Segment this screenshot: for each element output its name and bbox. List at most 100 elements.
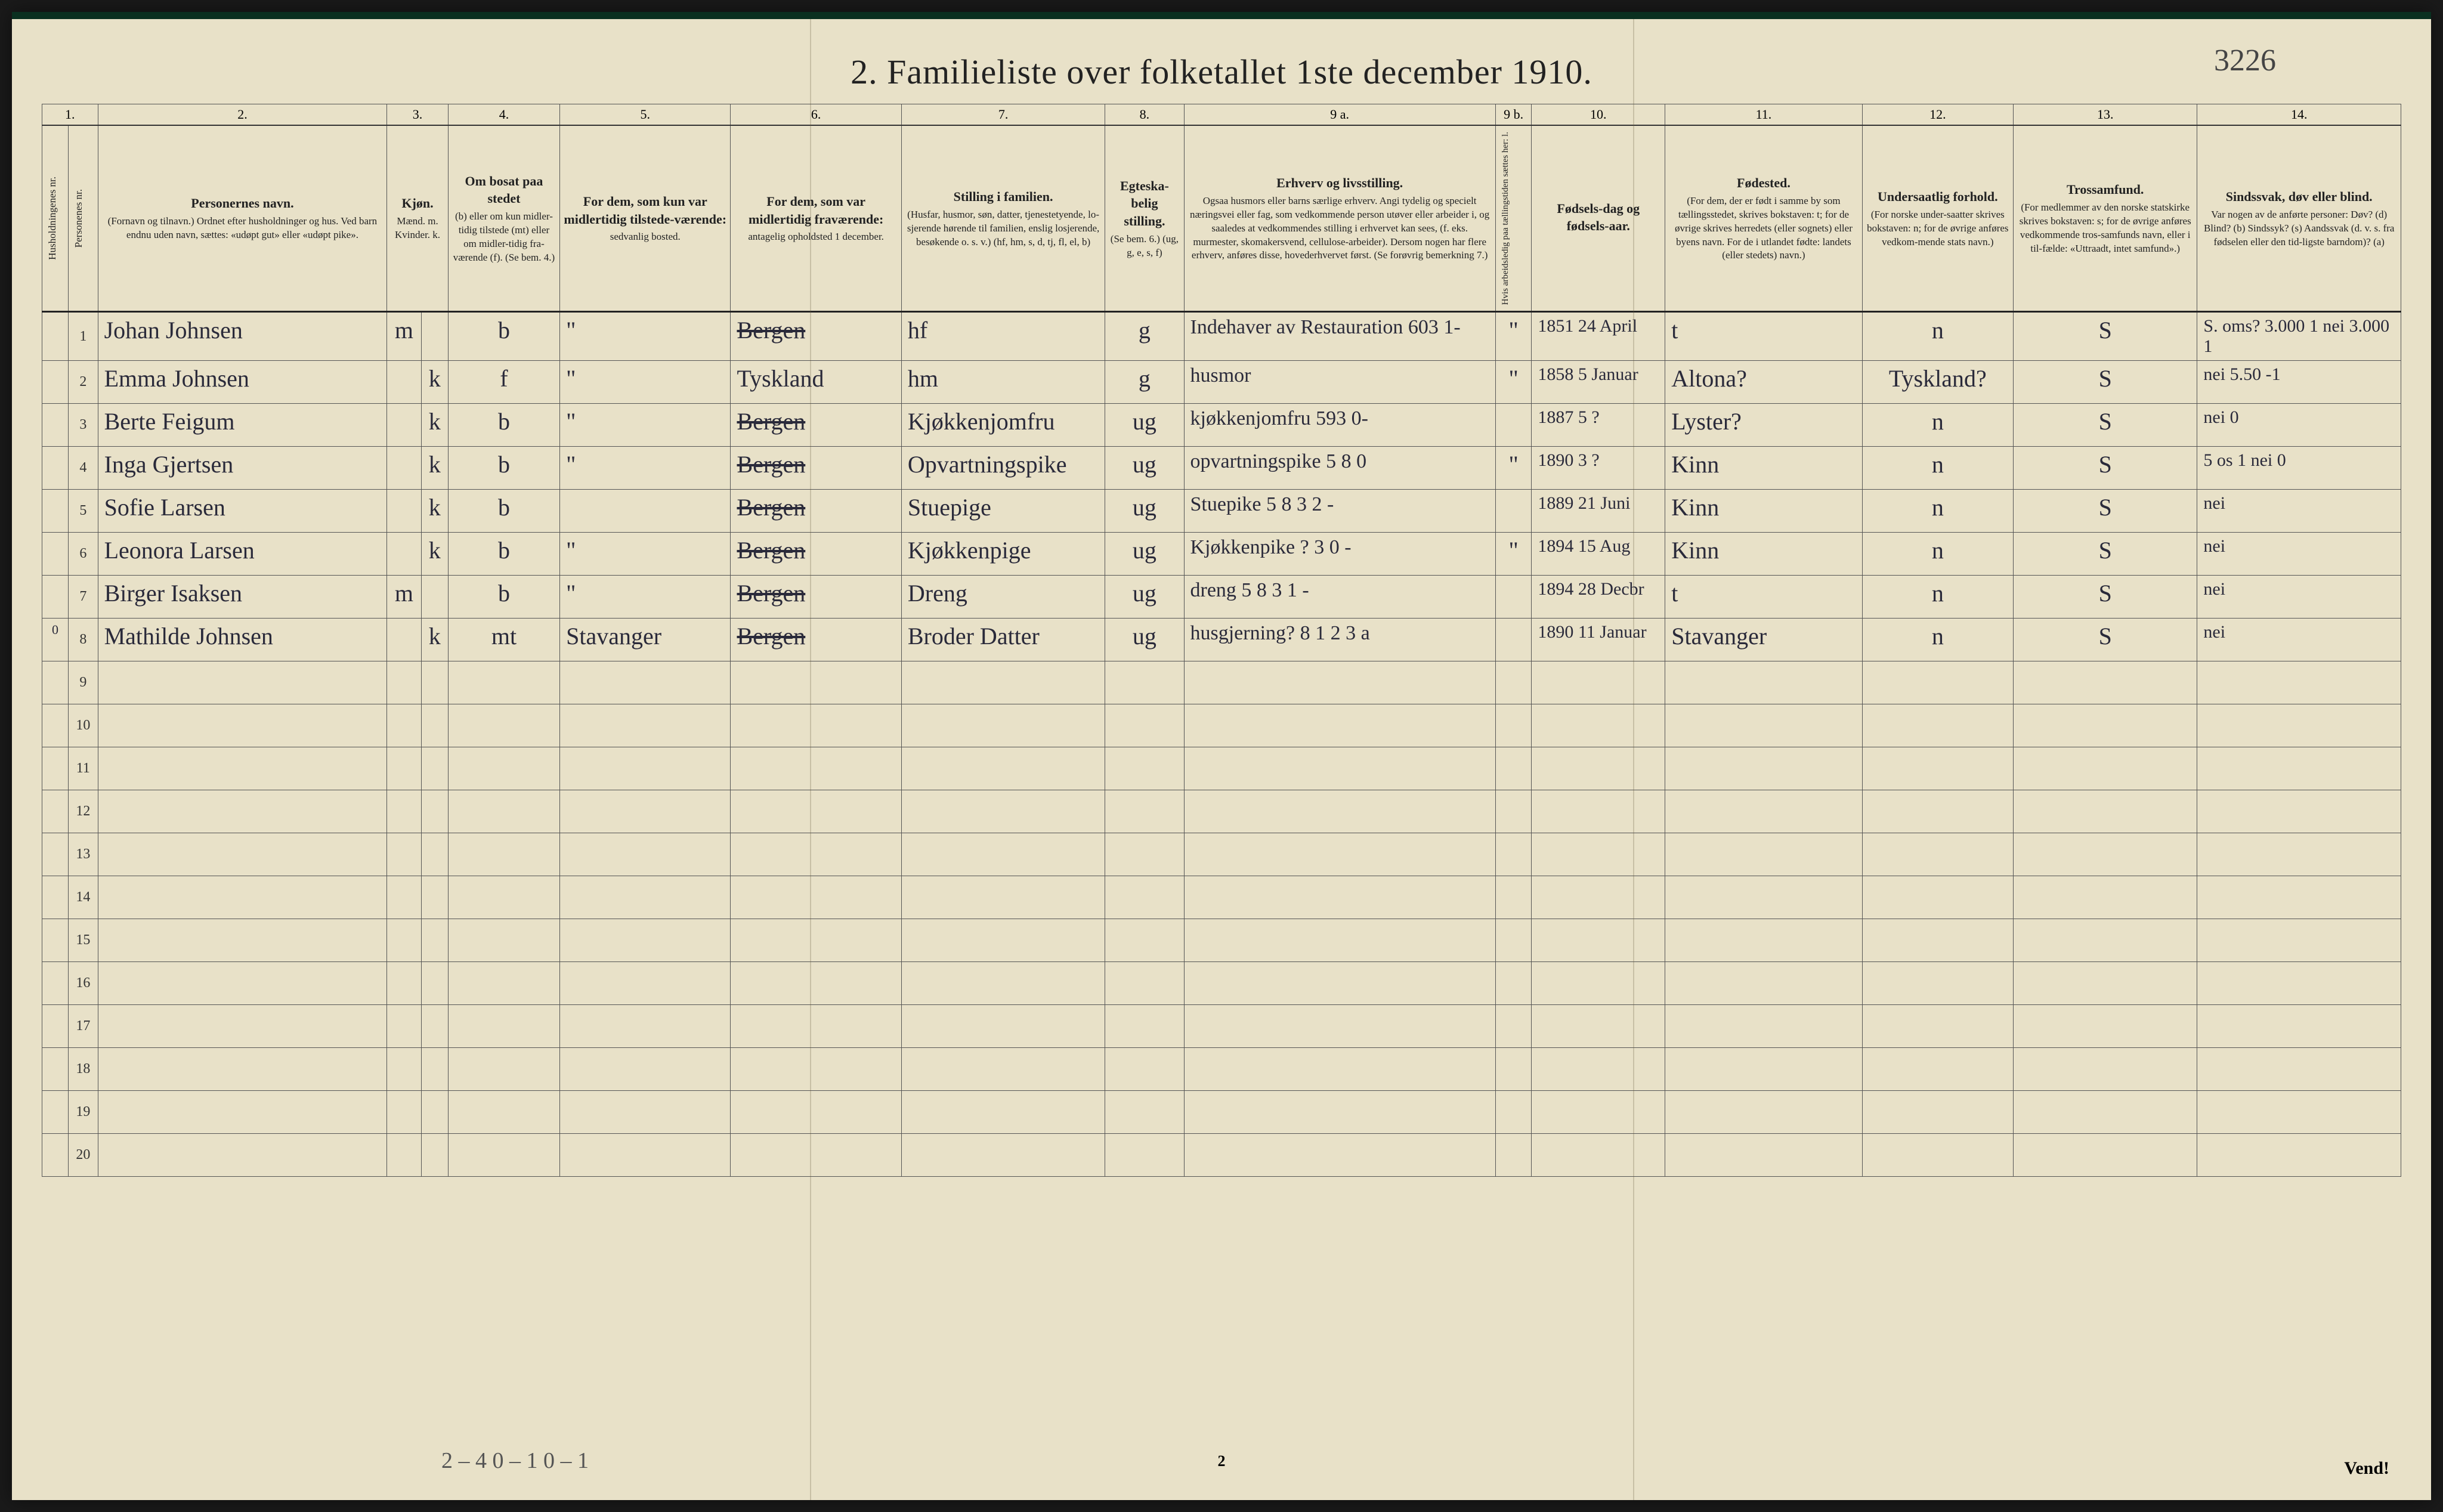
cell-fam: Kjøkkenpige — [901, 533, 1105, 576]
cell-empty — [2014, 1048, 2197, 1091]
cell-empty — [1665, 876, 1862, 919]
cell-empty — [901, 919, 1105, 962]
cell-empty — [98, 1134, 387, 1177]
cell-empty — [1862, 1134, 2013, 1177]
cell-empty — [2197, 790, 2401, 833]
coln-2: 2. — [98, 104, 387, 126]
cell-empty — [731, 1005, 901, 1048]
cell-erh: husmor — [1184, 361, 1495, 404]
cell-empty — [448, 1048, 559, 1091]
cell-empty — [1105, 876, 1184, 919]
cell-rownum: 19 — [69, 1091, 98, 1134]
cell-empty — [1665, 747, 1862, 790]
cell-empty — [1862, 833, 2013, 876]
census-page: 3226 2. Familieliste over folketallet 1s… — [12, 12, 2431, 1500]
cell-sex-m: m — [387, 576, 421, 619]
cell-sex-k — [421, 576, 448, 619]
cell-mt — [560, 490, 731, 533]
hdr-2: Personernes navn.(Fornavn og tilnavn.) O… — [98, 125, 387, 312]
cell-empty — [387, 833, 421, 876]
cell-empty — [731, 661, 901, 704]
table-wrap: 1. 2. 3. 4. 5. 6. 7. 8. 9 a. 9 b. 10. 11… — [12, 104, 2431, 1177]
cell-empty — [901, 833, 1105, 876]
cell-sex-k: k — [421, 619, 448, 661]
cell-empty — [1532, 661, 1665, 704]
footer-notes: 2 – 4 0 – 1 0 – 1 — [441, 1448, 589, 1474]
cell-hh — [42, 361, 69, 404]
cell-empty — [1105, 1048, 1184, 1091]
cell-rownum: 7 — [69, 576, 98, 619]
cell-eg: ug — [1105, 619, 1184, 661]
table-row-empty: 10 — [42, 704, 2401, 747]
cell-rownum: 11 — [69, 747, 98, 790]
cell-empty — [1184, 1134, 1495, 1177]
cell-sex-k: k — [421, 533, 448, 576]
cell-al: " — [1495, 533, 1532, 576]
cell-birth: 1889 21 Juni — [1532, 490, 1665, 533]
cell-empty — [98, 919, 387, 962]
cell-empty — [1105, 1005, 1184, 1048]
page-title: 2. Familieliste over folketallet 1ste de… — [12, 19, 2431, 104]
hdr-1: Husholdningenes nr. — [42, 125, 69, 312]
cell-hh — [42, 1134, 69, 1177]
cell-empty — [1862, 747, 2013, 790]
coln-13: 13. — [2014, 104, 2197, 126]
table-row: 6Leonora Larsenkb"BergenKjøkkenpigeugKjø… — [42, 533, 2401, 576]
cell-sex-m — [387, 490, 421, 533]
cell-al: " — [1495, 361, 1532, 404]
cell-empty — [387, 661, 421, 704]
cell-hh — [42, 576, 69, 619]
cell-und: n — [1862, 619, 2013, 661]
coln-9b: 9 b. — [1495, 104, 1532, 126]
hdr-5: For dem, som kun var midlertidig tilsted… — [560, 125, 731, 312]
cell-empty — [2197, 1048, 2401, 1091]
coln-8: 8. — [1105, 104, 1184, 126]
cell-empty — [1532, 747, 1665, 790]
cell-erh: Kjøkkenpike ? 3 0 - — [1184, 533, 1495, 576]
table-row-empty: 11 — [42, 747, 2401, 790]
cell-empty — [1532, 876, 1665, 919]
cell-empty — [387, 876, 421, 919]
cell-empty — [448, 661, 559, 704]
cell-empty — [421, 1005, 448, 1048]
cell-frav: Bergen — [731, 312, 901, 361]
cell-empty — [1862, 876, 2013, 919]
cell-empty — [2014, 876, 2197, 919]
cell-mt: " — [560, 576, 731, 619]
cell-rownum: 8 — [69, 619, 98, 661]
cell-empty — [1105, 962, 1184, 1005]
hdr-1b: Personenes nr. — [69, 125, 98, 312]
cell-frav: Bergen — [731, 533, 901, 576]
cell-res: b — [448, 533, 559, 576]
cell-al: " — [1495, 447, 1532, 490]
cell-empty — [387, 962, 421, 1005]
hdr-11: Fødested.(For dem, der er født i samme b… — [1665, 125, 1862, 312]
cell-empty — [2197, 1134, 2401, 1177]
cell-empty — [560, 704, 731, 747]
cell-empty — [731, 1048, 901, 1091]
cell-empty — [421, 704, 448, 747]
cell-rownum: 2 — [69, 361, 98, 404]
cell-empty — [2014, 661, 2197, 704]
fold-line-2 — [1633, 19, 1634, 1500]
cell-empty — [387, 1048, 421, 1091]
coln-6: 6. — [731, 104, 901, 126]
cell-empty — [387, 747, 421, 790]
cell-empty — [421, 747, 448, 790]
cell-empty — [421, 1048, 448, 1091]
cell-sex-m — [387, 361, 421, 404]
cell-frav: Bergen — [731, 576, 901, 619]
cell-empty — [560, 833, 731, 876]
cell-empty — [1532, 833, 1665, 876]
cell-sex-k: k — [421, 490, 448, 533]
cell-fam: hm — [901, 361, 1105, 404]
cell-tro: S — [2014, 619, 2197, 661]
cell-empty — [421, 1134, 448, 1177]
cell-empty — [1184, 1005, 1495, 1048]
cell-eg: ug — [1105, 576, 1184, 619]
hdr-14: Sindssvak, døv eller blind.Var nogen av … — [2197, 125, 2401, 312]
cell-rownum: 1 — [69, 312, 98, 361]
cell-fam: Dreng — [901, 576, 1105, 619]
cell-sinds: 5 os 1 nei 0 — [2197, 447, 2401, 490]
cell-fsted: Kinn — [1665, 490, 1862, 533]
